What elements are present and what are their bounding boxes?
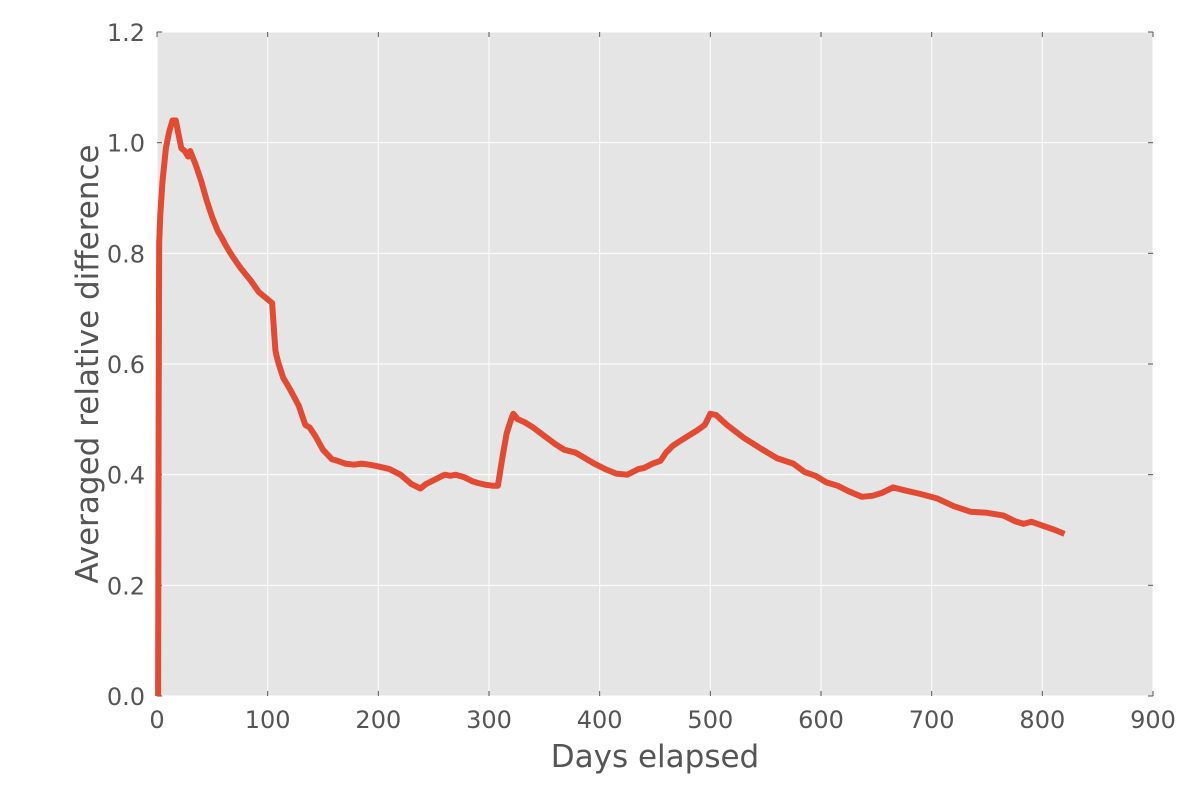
x-tick-label: 300	[466, 706, 512, 734]
x-axis-title: Days elapsed	[551, 739, 759, 775]
x-tick-label: 600	[798, 706, 844, 734]
x-tick-label: 900	[1130, 706, 1176, 734]
y-tick-label: 0.8	[107, 240, 145, 268]
series-layer	[155, 117, 1066, 697]
x-tick-labels: 0 100 200 300 400 500 600 700 800 900	[149, 706, 1176, 734]
x-tick-label: 200	[355, 706, 401, 734]
x-tick-label: 500	[687, 706, 733, 734]
y-tick-label: 0.2	[107, 572, 145, 600]
x-tick-label: 100	[245, 706, 291, 734]
x-tick-label: 700	[909, 706, 955, 734]
x-tick-label: 400	[577, 706, 623, 734]
y-tick-label: 0.0	[107, 683, 145, 711]
y-tick-label: 1.0	[107, 130, 145, 158]
y-tick-label: 0.6	[107, 351, 145, 379]
series-line	[155, 117, 1066, 697]
x-tick-label: 800	[1019, 706, 1065, 734]
x-tick-label: 0	[149, 706, 164, 734]
y-tick-label: 1.2	[107, 19, 145, 47]
y-tick-label: 0.4	[107, 462, 145, 490]
y-axis-title: Averaged relative difference	[70, 144, 106, 583]
y-tick-labels: 0.0 0.2 0.4 0.6 0.8 1.0 1.2	[107, 19, 145, 711]
